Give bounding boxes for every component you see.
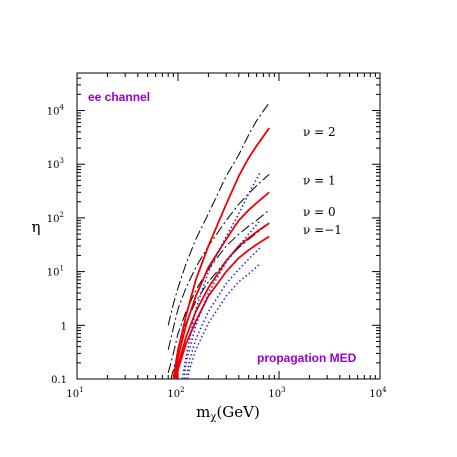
x-tick-label-base: 10 bbox=[66, 389, 79, 400]
y-tick-label-exp: 2 bbox=[60, 211, 64, 219]
series-line-solid-6 bbox=[174, 222, 270, 380]
x-tick-label: 104 bbox=[369, 386, 387, 400]
axis-ticks bbox=[76, 72, 381, 380]
x-tick-label-exp: 3 bbox=[281, 386, 285, 394]
series-line-solid-5 bbox=[173, 191, 270, 380]
x-tick-label-base: 10 bbox=[369, 389, 382, 400]
y-tick-label-base: 10 bbox=[47, 214, 60, 225]
x-tick-label-base: 10 bbox=[268, 389, 281, 400]
annotation-propagation: propagation MED bbox=[257, 351, 357, 365]
x-tick-label-base: 10 bbox=[167, 389, 180, 400]
y-tick-label-base: 0.1 bbox=[51, 375, 67, 386]
y-tick-label-base: 1 bbox=[61, 321, 67, 332]
y-tick-label-base: 10 bbox=[47, 160, 60, 171]
nu-label: ν = 1 bbox=[303, 173, 336, 187]
y-tick-label: 101 bbox=[47, 265, 64, 279]
y-tick-label: 1 bbox=[61, 321, 67, 332]
y-tick-label-base: 10 bbox=[47, 268, 60, 279]
series-line-dotted-10 bbox=[185, 247, 261, 380]
y-tick-label: 104 bbox=[47, 104, 65, 118]
x-tick-label-exp: 2 bbox=[180, 386, 184, 394]
x-axis-label-unit: (GeV) bbox=[216, 403, 259, 421]
x-axis-label: mχ(GeV) bbox=[196, 403, 260, 423]
y-tick-label-base: 10 bbox=[47, 107, 60, 118]
y-tick-label-exp: 4 bbox=[60, 104, 65, 112]
x-axis-label-base: m bbox=[196, 403, 210, 421]
nu-label: ν = 0 bbox=[303, 205, 336, 219]
series-line-dashed-0 bbox=[167, 102, 270, 326]
y-tick-label: 102 bbox=[47, 211, 64, 225]
x-tick-label: 102 bbox=[167, 386, 184, 400]
annotation-channel: ee channel bbox=[88, 90, 150, 104]
y-tick-label-exp: 3 bbox=[60, 157, 64, 165]
y-axis-label: η bbox=[32, 218, 41, 236]
y-tick-label: 103 bbox=[47, 157, 64, 171]
x-tick-label-exp: 1 bbox=[79, 386, 83, 394]
y-tick-label: 0.1 bbox=[51, 375, 67, 386]
x-tick-label: 101 bbox=[66, 386, 83, 400]
nu-label: ν =−1 bbox=[303, 223, 342, 237]
series-layer bbox=[167, 102, 270, 380]
nu-label: ν = 2 bbox=[303, 125, 336, 139]
series-line-dotted-11 bbox=[187, 263, 261, 380]
y-tick-label-exp: 1 bbox=[60, 265, 64, 273]
x-tick-label-exp: 4 bbox=[382, 386, 387, 394]
x-tick-label: 103 bbox=[268, 386, 285, 400]
series-line-solid-4 bbox=[172, 127, 270, 380]
x-axis-label-sub: χ bbox=[210, 412, 216, 423]
series-line-solid-7 bbox=[175, 235, 270, 380]
